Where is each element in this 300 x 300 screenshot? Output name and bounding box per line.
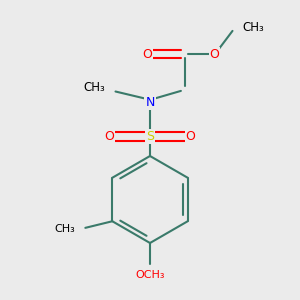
Text: CH₃: CH₃ bbox=[83, 81, 105, 94]
Text: OCH₃: OCH₃ bbox=[135, 269, 165, 280]
Text: O: O bbox=[105, 130, 114, 143]
Text: O: O bbox=[142, 47, 152, 61]
Text: S: S bbox=[146, 130, 154, 143]
Text: N: N bbox=[145, 95, 155, 109]
Text: CH₃: CH₃ bbox=[54, 224, 75, 234]
Text: CH₃: CH₃ bbox=[242, 21, 264, 34]
Text: O: O bbox=[186, 130, 195, 143]
Text: O: O bbox=[210, 47, 219, 61]
